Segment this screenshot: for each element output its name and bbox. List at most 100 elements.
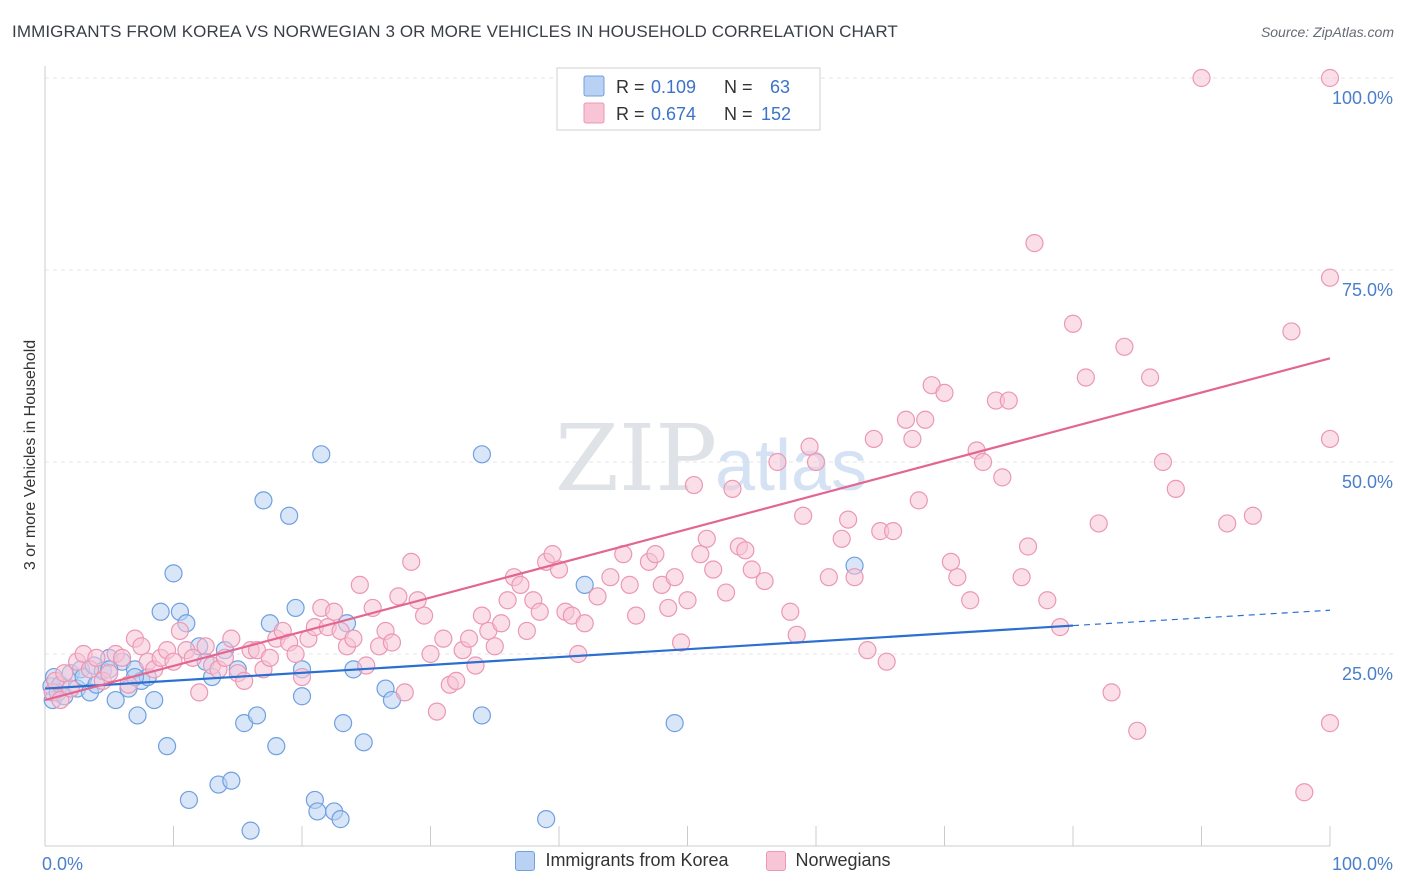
point-norwegians-99 [697,529,716,548]
point-norwegians-29 [222,629,241,648]
point-norwegians-114 [832,529,851,548]
point-norwegians-60 [421,644,440,664]
point-norwegians-54 [382,633,402,652]
point-norwegians-57 [402,552,421,571]
legend-item-norwegians[interactable]: Norwegians [765,850,891,871]
trend-line-korea-projection [1072,609,1331,627]
legend-swatch-korea [583,75,605,97]
legend-n-label-korea: N = [724,77,753,97]
source-label: Source: ZipAtlas.com [1260,24,1394,40]
point-norwegians-101 [716,583,736,602]
point-norwegians-128 [941,552,961,571]
point-norwegians-49 [350,575,369,594]
scatter-points [42,68,1340,840]
point-norwegians-135 [999,391,1018,410]
point-norwegians-132 [973,452,993,472]
legend-swatch-norwegians-bottom [765,850,786,871]
point-norwegians-130 [961,591,980,610]
point-norwegians-83 [569,644,588,664]
legend-item-korea[interactable]: Immigrants from Korea [515,850,729,871]
point-norwegians-136 [1012,568,1031,587]
legend-r-value-korea: 0.109 [651,77,696,97]
legend-swatch-korea-bottom [515,850,536,871]
point-norwegians-77 [530,602,549,621]
point-norwegians-108 [781,602,800,621]
point-korea-44 [280,506,299,525]
point-norwegians-21 [170,621,190,641]
point-norwegians-125 [916,410,935,429]
point-norwegians-156 [1320,429,1340,449]
point-norwegians-112 [806,452,826,472]
point-norwegians-105 [742,560,761,579]
point-norwegians-104 [736,541,755,560]
point-norwegians-70 [485,637,504,656]
point-norwegians-89 [626,606,646,625]
point-norwegians-144 [1102,683,1121,702]
legend-r-value-norwegians: 0.674 [651,104,696,124]
legend-n-value-norwegians: 152 [761,104,791,124]
series-legend: Immigrants from Korea Norwegians [0,850,1406,876]
point-norwegians-67 [466,656,485,675]
point-norwegians-121 [883,522,903,541]
point-norwegians-152 [1243,506,1263,525]
point-norwegians-66 [459,629,479,648]
point-norwegians-93 [659,598,678,618]
y-tick-label-0: 25.0% [1342,664,1393,684]
y-tick-label-1: 50.0% [1342,472,1393,492]
point-korea-43 [267,737,286,756]
point-norwegians-3 [55,664,74,683]
point-norwegians-68 [472,606,491,625]
point-norwegians-124 [909,491,928,510]
legend-label-norwegians: Norwegians [795,850,891,870]
point-korea-30 [179,790,199,810]
point-norwegians-149 [1166,479,1185,498]
point-korea-56 [354,733,373,752]
chart-title: IMMIGRANTS FROM KOREA VS NORWEGIAN 3 OR … [12,22,898,41]
legend-n-label-norwegians: N = [724,104,753,124]
point-norwegians-39 [286,644,305,664]
trend-line-norwegians [44,357,1331,702]
point-norwegians-97 [684,475,704,495]
point-norwegians-113 [819,568,838,587]
point-korea-25 [151,602,170,621]
point-korea-60 [472,706,491,725]
y-axis-title: 3 or more Vehicles in Household [22,340,39,570]
point-norwegians-158 [1320,68,1340,88]
point-norwegians-109 [787,625,806,644]
legend-r-label-korea: R = [616,77,645,97]
point-korea-53 [334,714,353,733]
point-norwegians-15 [132,637,151,656]
x-tick-label-0: 0.0% [42,854,83,874]
point-norwegians-148 [1153,452,1173,472]
point-norwegians-116 [845,568,864,587]
point-norwegians-79 [543,545,562,564]
point-norwegians-24 [190,683,209,702]
point-norwegians-151 [1218,514,1237,533]
point-norwegians-10 [100,664,119,683]
legend-n-value-korea: 63 [770,77,790,97]
point-norwegians-107 [768,452,787,472]
point-korea-36 [222,771,241,790]
point-korea-49 [308,802,327,821]
point-norwegians-120 [877,652,896,671]
legend-label-korea: Immigrants from Korea [545,850,729,870]
point-norwegians-142 [1076,368,1095,387]
point-korea-59 [472,445,491,464]
y-tick-label-2: 75.0% [1342,280,1393,300]
watermark-zip: ZIP [555,405,717,512]
point-norwegians-12 [112,648,132,667]
point-norwegians-62 [434,629,453,648]
point-norwegians-45 [325,602,344,621]
legend-swatch-norwegians [583,102,605,124]
point-korea-40 [247,706,267,725]
point-norwegians-117 [858,641,877,660]
point-norwegians-115 [839,510,858,529]
point-korea-41 [254,491,273,510]
point-norwegians-84 [575,614,594,633]
point-norwegians-155 [1320,268,1340,287]
legend-r-label-norwegians: R = [616,104,645,124]
point-norwegians-64 [447,671,466,690]
point-korea-19 [128,706,147,725]
point-norwegians-35 [260,648,279,667]
y-tick-labels: 25.0% 50.0% 75.0% 100.0% [1332,88,1393,684]
